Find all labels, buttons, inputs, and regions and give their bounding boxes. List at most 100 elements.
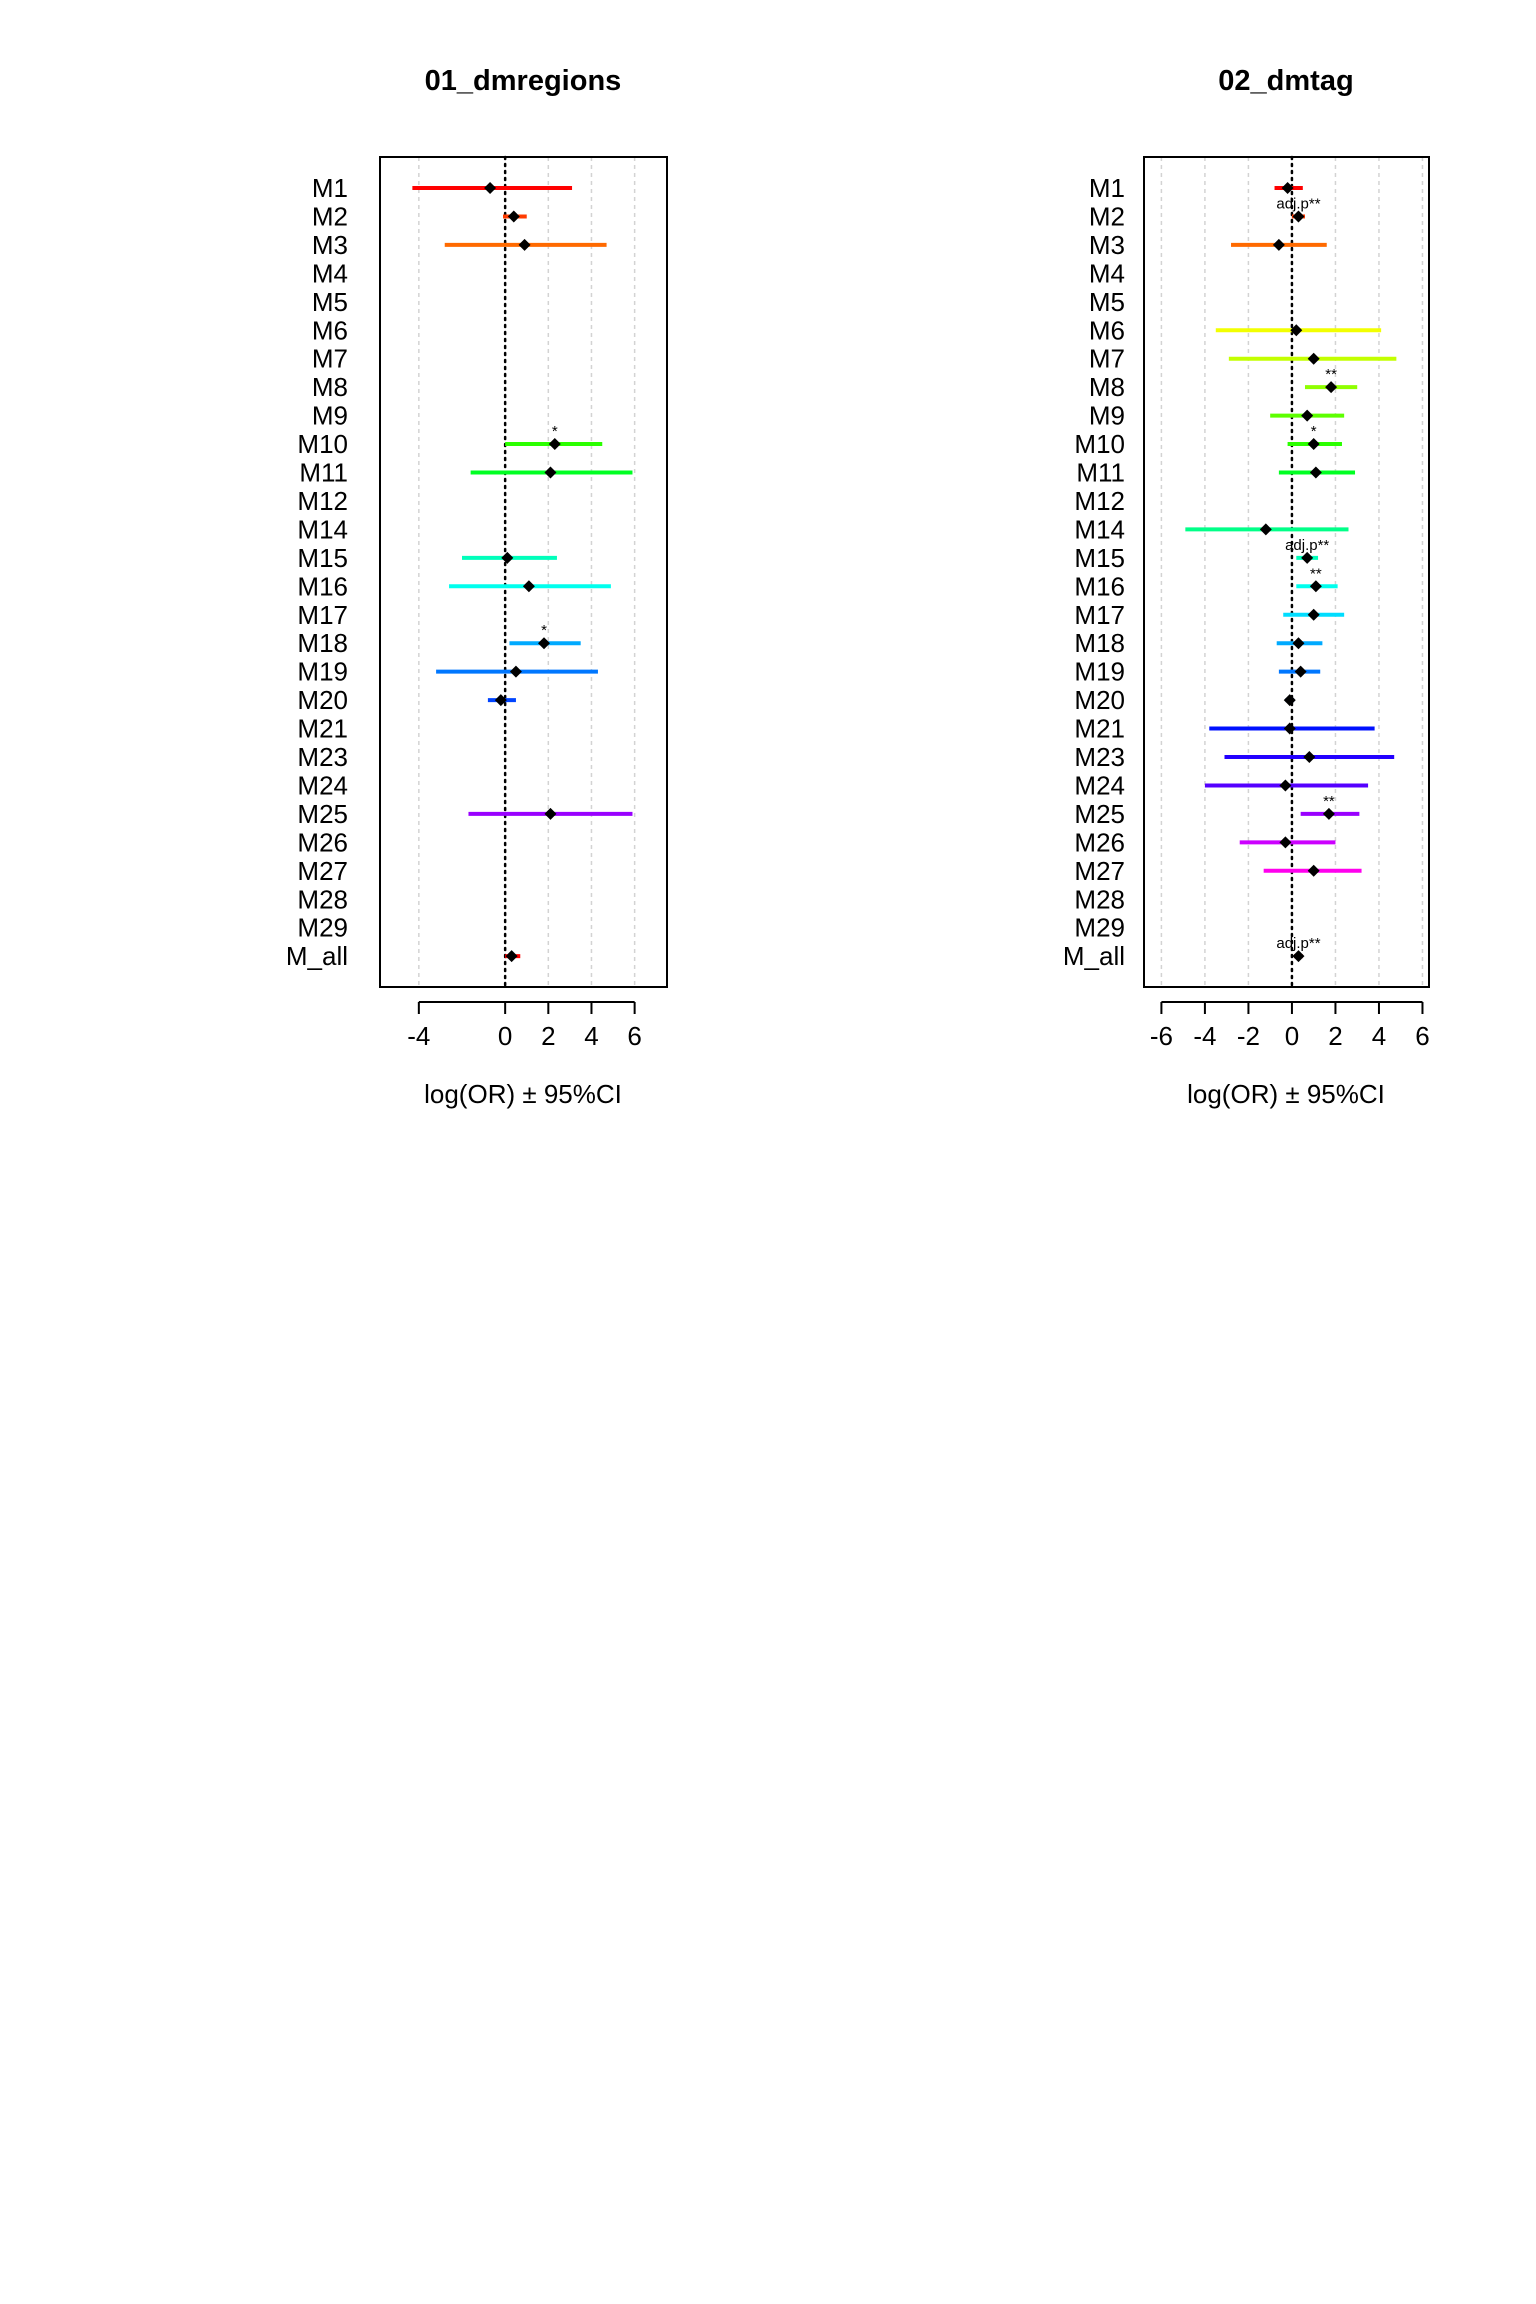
row-label: M_all (286, 941, 348, 971)
row-label: M15 (1074, 543, 1125, 573)
row-label: M23 (1074, 742, 1125, 772)
estimate-point (484, 182, 497, 194)
estimate-point (1325, 381, 1338, 394)
row-label: M16 (297, 571, 348, 601)
row-label: M20 (1074, 685, 1125, 715)
row-label: M10 (1074, 429, 1125, 459)
estimate-point (522, 580, 535, 593)
estimate-point (1307, 438, 1320, 451)
x-tick-label: 6 (1415, 1021, 1429, 1051)
x-tick-label: 6 (627, 1021, 641, 1051)
panel-title: 01_dmregions (425, 65, 622, 97)
estimate-point (1279, 836, 1292, 849)
significance-annotation: adj.p** (1276, 935, 1320, 952)
row-label: M27 (1074, 856, 1125, 886)
estimate-point (544, 807, 557, 820)
row-label: M21 (1074, 714, 1125, 744)
row-label: M18 (297, 628, 348, 658)
row-label: M6 (1089, 315, 1125, 345)
forest-panel-dmregions: 01_dmregions log(OR) ± 95%CI -4 0 2 4 6M1M2M… (286, 65, 668, 1109)
row-label: M10 (297, 429, 348, 459)
row-label: M8 (312, 372, 348, 402)
row-label: M14 (297, 514, 348, 544)
x-tick-label: -2 (1237, 1021, 1260, 1051)
row-label: M7 (312, 344, 348, 374)
estimate-point (1294, 665, 1307, 678)
row-label: M28 (297, 884, 348, 914)
row-label: M26 (1074, 827, 1125, 857)
estimate-point (1279, 779, 1292, 792)
row-label: M17 (297, 600, 348, 630)
row-label: M12 (1074, 486, 1125, 516)
row-label: M5 (312, 287, 348, 317)
row-label: M7 (1089, 344, 1125, 374)
row-label: M16 (1074, 571, 1125, 601)
estimate-point (1307, 352, 1320, 365)
estimate-point (538, 637, 550, 650)
row-label: M19 (1074, 657, 1125, 687)
plot-frame (1143, 156, 1430, 988)
estimate-point (1281, 182, 1294, 194)
significance-annotation: * (541, 622, 547, 639)
row-label: M29 (1074, 913, 1125, 943)
x-axis-label: log(OR) ± 95%CI (424, 1079, 622, 1109)
estimate-point (1292, 950, 1305, 963)
row-label: M29 (297, 913, 348, 943)
row-label: M8 (1089, 372, 1125, 402)
significance-annotation: ** (1323, 793, 1335, 810)
row-label: M1 (312, 173, 348, 203)
x-tick-label: -6 (1150, 1021, 1173, 1051)
row-label: M6 (312, 315, 348, 345)
row-label: M11 (299, 458, 348, 488)
estimate-point (1303, 751, 1316, 763)
estimate-point (1307, 608, 1320, 621)
significance-annotation: adj.p** (1276, 195, 1320, 212)
row-label: M2 (1089, 201, 1125, 231)
significance-annotation: ** (1310, 565, 1322, 582)
x-axis-label: log(OR) ± 95%CI (1187, 1079, 1385, 1109)
estimate-point (518, 238, 531, 251)
row-label: M17 (1074, 600, 1125, 630)
row-label: M3 (1089, 230, 1125, 260)
row-label: M4 (312, 258, 348, 288)
estimate-point (1309, 580, 1322, 593)
estimate-point (494, 694, 507, 707)
row-label: M11 (1076, 458, 1125, 488)
x-tick-label: 2 (541, 1021, 555, 1051)
row-label: M_all (1063, 941, 1125, 971)
row-label: M24 (1074, 770, 1125, 800)
estimate-point (505, 950, 518, 963)
significance-annotation: ** (1325, 366, 1337, 383)
row-label: M26 (297, 827, 348, 857)
estimate-point (1272, 238, 1285, 251)
estimate-point (1290, 324, 1303, 337)
row-label: M14 (1074, 514, 1125, 544)
row-label: M12 (297, 486, 348, 516)
estimate-point (1292, 637, 1305, 650)
x-tick-label: 0 (1285, 1021, 1299, 1051)
x-tick-label: 4 (584, 1021, 598, 1051)
x-tick-label: -4 (407, 1021, 430, 1051)
row-label: M5 (1089, 287, 1125, 317)
row-label: M2 (312, 201, 348, 231)
row-label: M28 (1074, 884, 1125, 914)
estimate-point (1322, 807, 1335, 820)
estimate-point (1307, 864, 1320, 877)
estimate-point (507, 210, 520, 223)
estimate-point (509, 665, 522, 678)
significance-annotation: * (1311, 423, 1317, 440)
row-label: M25 (297, 799, 348, 829)
estimate-point (548, 438, 561, 451)
estimate-point (1259, 523, 1272, 536)
x-tick-label: -4 (1193, 1021, 1216, 1051)
row-label: M9 (1089, 401, 1125, 431)
estimate-point (1301, 409, 1314, 422)
significance-annotation: adj.p** (1285, 537, 1329, 554)
row-label: M15 (297, 543, 348, 573)
row-label: M3 (312, 230, 348, 260)
x-tick-label: 0 (498, 1021, 512, 1051)
x-tick-label: 2 (1328, 1021, 1342, 1051)
row-label: M23 (297, 742, 348, 772)
